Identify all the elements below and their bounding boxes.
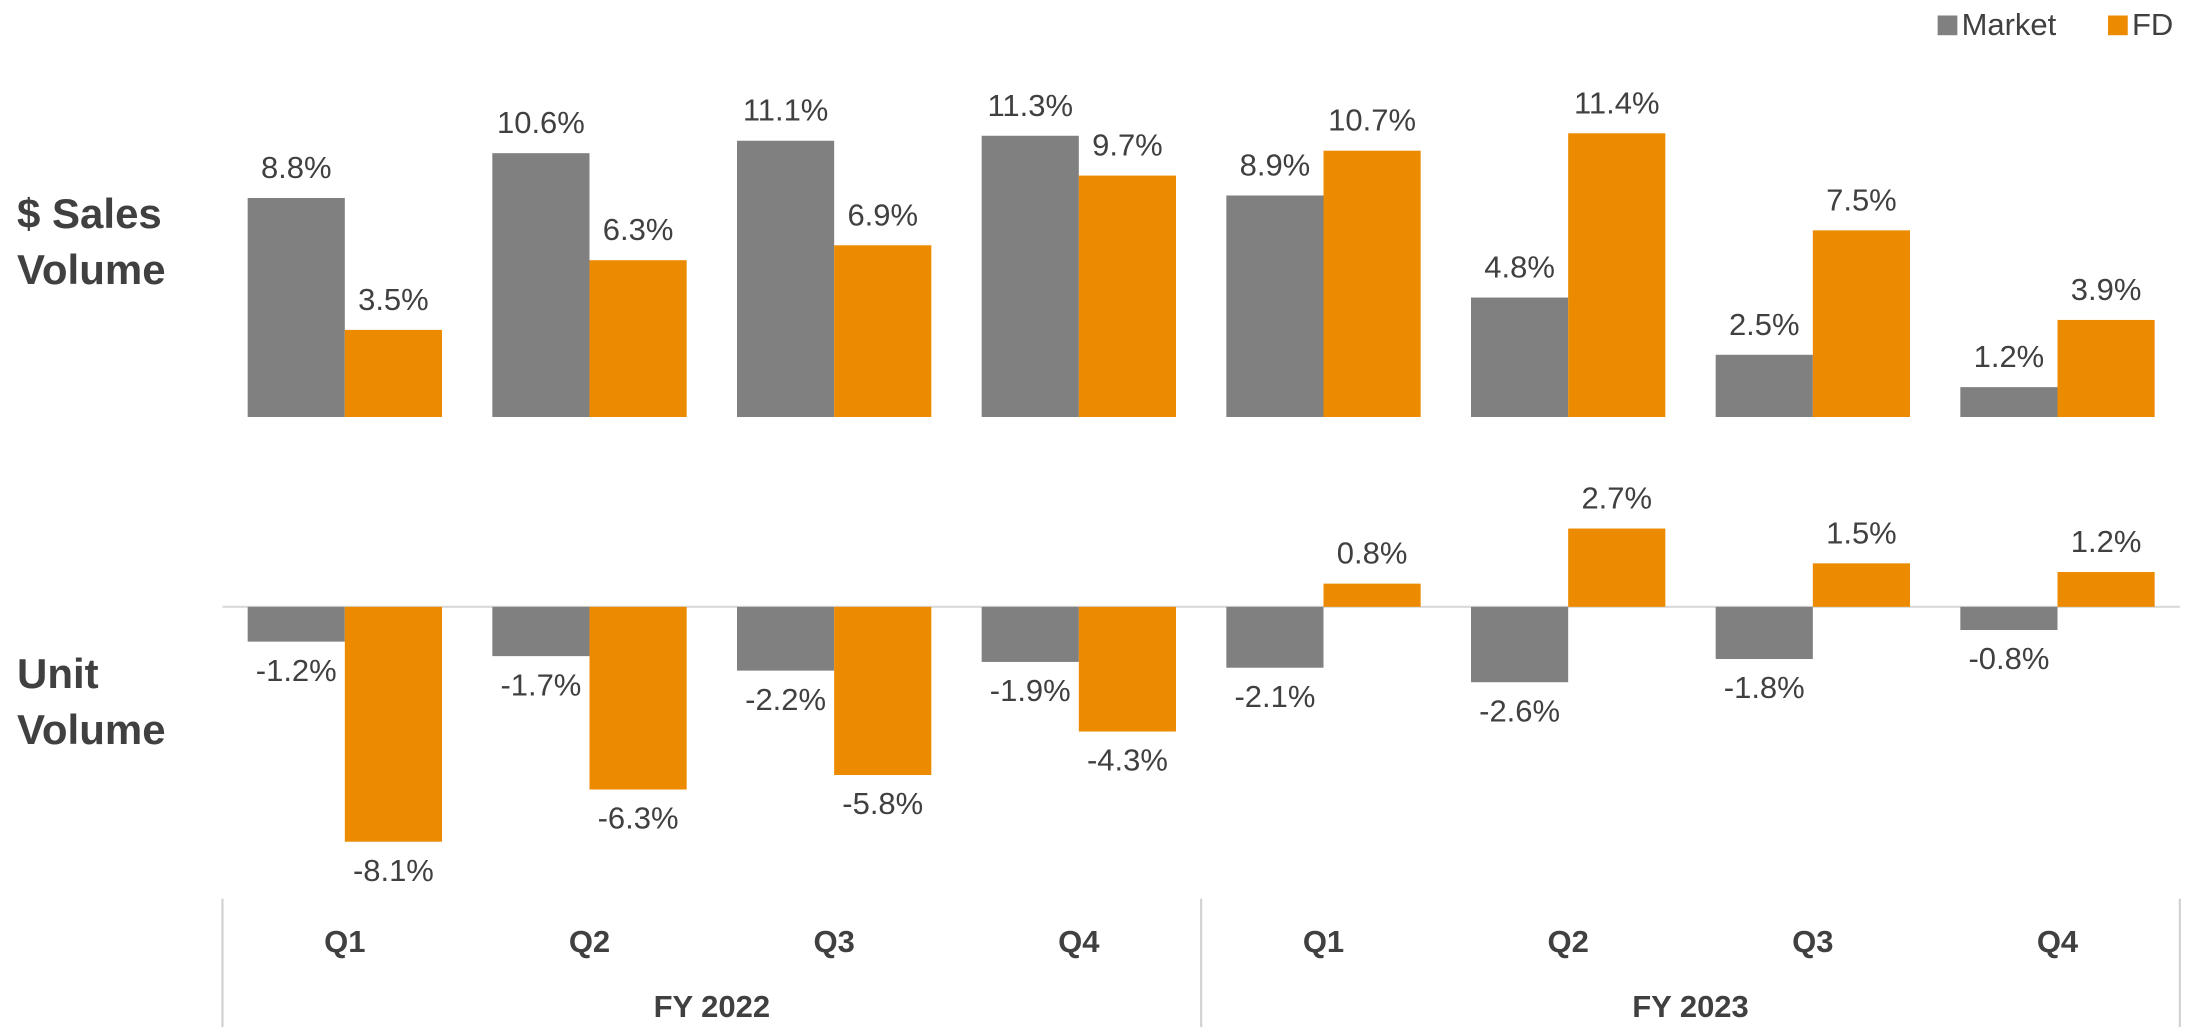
data-label: 6.3%	[603, 212, 674, 247]
bar	[1078, 606, 1176, 732]
data-label: -2.6%	[1479, 693, 1560, 728]
x-tick-label: Q1	[324, 924, 365, 959]
bar	[492, 606, 590, 657]
bar	[1323, 583, 1421, 607]
bar	[1812, 563, 1910, 607]
bar	[1568, 133, 1666, 417]
group-label: FY 2023	[1632, 989, 1748, 1024]
bar	[1960, 606, 2058, 631]
data-label: 1.5%	[1826, 515, 1897, 550]
bar	[247, 197, 345, 417]
data-label: 0.8%	[1337, 536, 1408, 571]
bar	[736, 606, 835, 671]
data-label: -8.1%	[353, 853, 434, 888]
bar	[1323, 150, 1421, 417]
bar	[981, 135, 1079, 417]
bar	[1078, 175, 1176, 417]
bar	[1226, 606, 1324, 668]
data-label: 10.6%	[497, 105, 585, 140]
legend-swatch	[2108, 15, 2128, 36]
bar	[344, 606, 442, 842]
data-label: 1.2%	[2071, 524, 2142, 559]
legend-swatch	[1937, 15, 1958, 36]
bar	[1471, 606, 1569, 683]
data-label: 3.9%	[2071, 272, 2142, 307]
data-label: 1.2%	[1974, 339, 2045, 374]
bar	[2057, 572, 2155, 607]
bar	[981, 606, 1079, 662]
data-label: -0.8%	[1968, 641, 2049, 676]
bar	[1715, 606, 1813, 660]
legend-label: FD	[2132, 7, 2173, 42]
data-label: 3.5%	[358, 282, 429, 317]
bar	[2057, 319, 2155, 417]
data-label: 11.3%	[987, 88, 1072, 123]
y-axis-label: $ Sales Volume	[17, 190, 166, 293]
data-label: 8.8%	[261, 150, 332, 185]
data-label: 11.1%	[743, 93, 828, 128]
bar	[492, 153, 590, 417]
data-label: 2.5%	[1729, 307, 1800, 342]
bar	[247, 606, 345, 642]
data-label: -2.1%	[1234, 679, 1315, 714]
data-label: 2.7%	[1581, 481, 1652, 516]
data-label: -5.8%	[842, 786, 923, 821]
data-label: -1.2%	[256, 653, 337, 688]
bar	[1960, 387, 2058, 417]
data-label: 7.5%	[1826, 182, 1897, 217]
x-tick-label: Q4	[2037, 924, 2079, 959]
group-label: FY 2022	[654, 989, 770, 1024]
data-label: -4.3%	[1087, 743, 1168, 778]
data-label: 11.4%	[1574, 85, 1659, 120]
bar	[736, 140, 835, 417]
data-label: -1.9%	[990, 673, 1071, 708]
bar	[1715, 354, 1813, 417]
x-tick-label: Q3	[1792, 924, 1833, 959]
data-label: -1.7%	[500, 667, 581, 702]
bar	[1471, 297, 1569, 417]
x-tick-label: Q2	[1548, 924, 1589, 959]
data-label: 9.7%	[1092, 128, 1163, 163]
data-label: 6.9%	[847, 197, 918, 232]
bar	[834, 245, 932, 417]
data-label: 4.8%	[1484, 250, 1555, 285]
bar	[834, 606, 932, 776]
bar	[1568, 528, 1666, 607]
legend-label: Market	[1962, 7, 2057, 42]
x-tick-label: Q4	[1058, 924, 1100, 959]
data-label: 8.9%	[1240, 147, 1311, 182]
bar	[589, 260, 687, 417]
x-tick-label: Q3	[814, 924, 855, 959]
data-label: -2.2%	[745, 682, 826, 717]
data-label: -6.3%	[598, 801, 679, 836]
data-label: 10.7%	[1328, 103, 1416, 138]
bar	[344, 329, 442, 417]
bar	[589, 606, 687, 790]
x-tick-label: Q2	[569, 924, 610, 959]
y-axis-label: Unit Volume	[17, 650, 166, 753]
bar	[1812, 230, 1910, 417]
bar	[1226, 195, 1324, 417]
x-tick-label: Q1	[1303, 924, 1344, 959]
data-label: -1.8%	[1724, 670, 1805, 705]
